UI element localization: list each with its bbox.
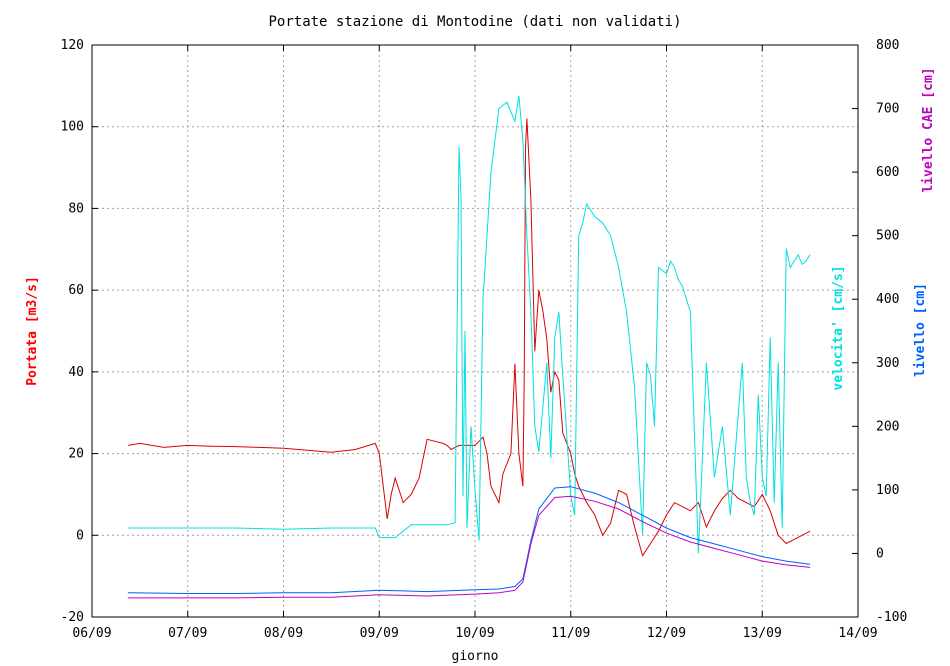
x-tick-label: 11/09 (551, 626, 590, 641)
y-right-tick-label: 500 (876, 229, 899, 244)
y-left-tick-label: 0 (76, 528, 84, 543)
y-left-axis-label: Portata [m3/s] (25, 276, 40, 386)
y-right-axis-label: livello [cm] (913, 283, 928, 377)
y-left-tick-label: 60 (68, 283, 84, 298)
y-right-tick-label: 700 (876, 102, 899, 117)
x-axis-label: giorno (452, 649, 499, 664)
x-axis: 06/09 07/09 08/09 09/09 10/09 11/09 12/09 13/09… (72, 45, 878, 641)
y-right-tick-label: 300 (876, 356, 899, 371)
y-right-tick-label: 800 (876, 38, 899, 53)
y-left-tick-label: -20 (61, 610, 84, 625)
series-line (127, 95, 811, 554)
chart-title: Portate stazione di Montodine (dati non … (268, 14, 681, 30)
y-left-tick-label: 40 (68, 365, 84, 380)
series-line (127, 495, 811, 599)
y-left-tick-label: 120 (61, 38, 84, 53)
x-tick-label: 06/09 (72, 626, 111, 641)
y-left-tick-label: 80 (68, 201, 84, 216)
y-left-tick-label: 100 (61, 120, 84, 135)
y-right-tick-label: 0 (876, 546, 884, 561)
x-tick-label: 09/09 (360, 626, 399, 641)
x-tick-label: 12/09 (647, 626, 686, 641)
series-line (127, 486, 811, 594)
x-tick-label: 13/09 (743, 626, 782, 641)
series-line (127, 118, 811, 557)
y-right-tick-label: 200 (876, 419, 899, 434)
x-tick-label: 10/09 (455, 626, 494, 641)
y-right-tick-label: 600 (876, 165, 899, 180)
y-right-axis-labels: velocita' [cm/s] livello [cm] livello CAE … (831, 67, 936, 390)
y-axis-right: -100 0 100 200 300 400 500 600 700 800 (852, 38, 907, 625)
y-right-axis-label: velocita' [cm/s] (831, 265, 846, 390)
y-left-tick-label: 20 (68, 447, 84, 462)
y-right-tick-label: -100 (876, 610, 907, 625)
y-axis-left: -20 0 20 40 60 80 100 120 (61, 38, 98, 625)
grid (92, 45, 858, 617)
series-group (127, 95, 811, 599)
x-tick-label: 08/09 (264, 626, 303, 641)
y-right-axis-label: livello CAE [cm] (921, 67, 936, 192)
y-right-tick-label: 400 (876, 292, 899, 307)
x-tick-label: 14/09 (838, 626, 877, 641)
x-tick-label: 07/09 (168, 626, 207, 641)
y-right-tick-label: 100 (876, 483, 899, 498)
